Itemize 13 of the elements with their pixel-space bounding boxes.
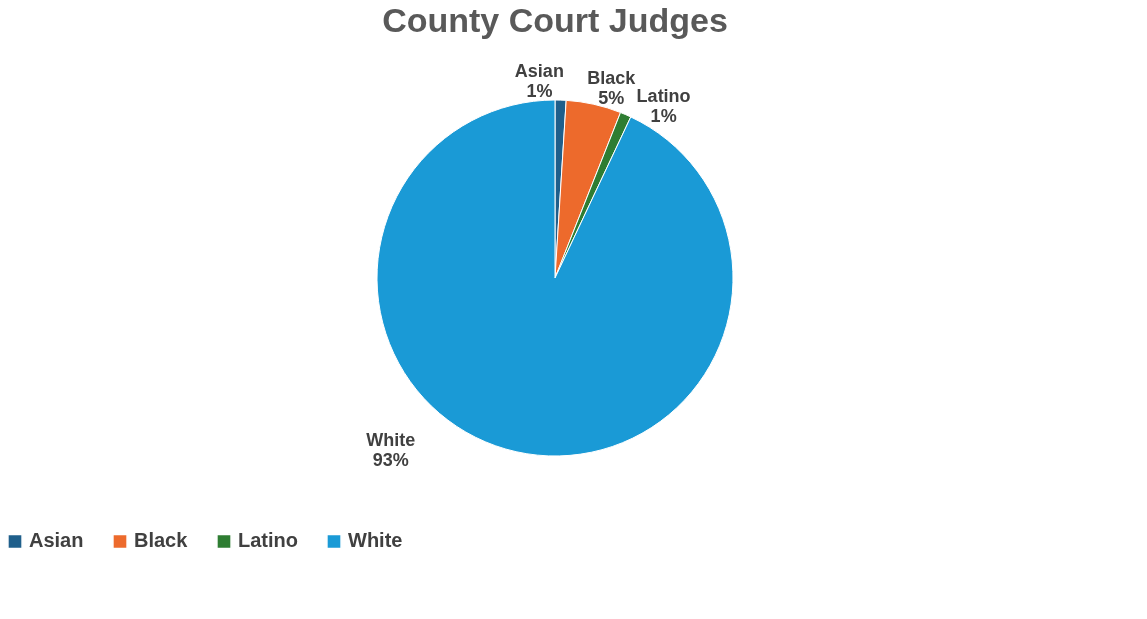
data-label: 1%	[650, 105, 677, 126]
slice-label: White	[366, 430, 416, 451]
legend-label: Asian	[29, 529, 84, 552]
legend-label: Black	[134, 529, 189, 552]
slice-label: Asian	[514, 61, 564, 82]
data-label: 5%	[598, 87, 625, 108]
chart-title: County Court Judges	[382, 1, 728, 39]
slice-label: Latino	[636, 85, 691, 106]
data-label: 93%	[372, 450, 409, 471]
data-label: 1%	[526, 81, 553, 102]
legend-label: Latino	[238, 529, 298, 552]
slice-label: Black	[587, 67, 637, 88]
legend-label: White	[348, 529, 403, 552]
